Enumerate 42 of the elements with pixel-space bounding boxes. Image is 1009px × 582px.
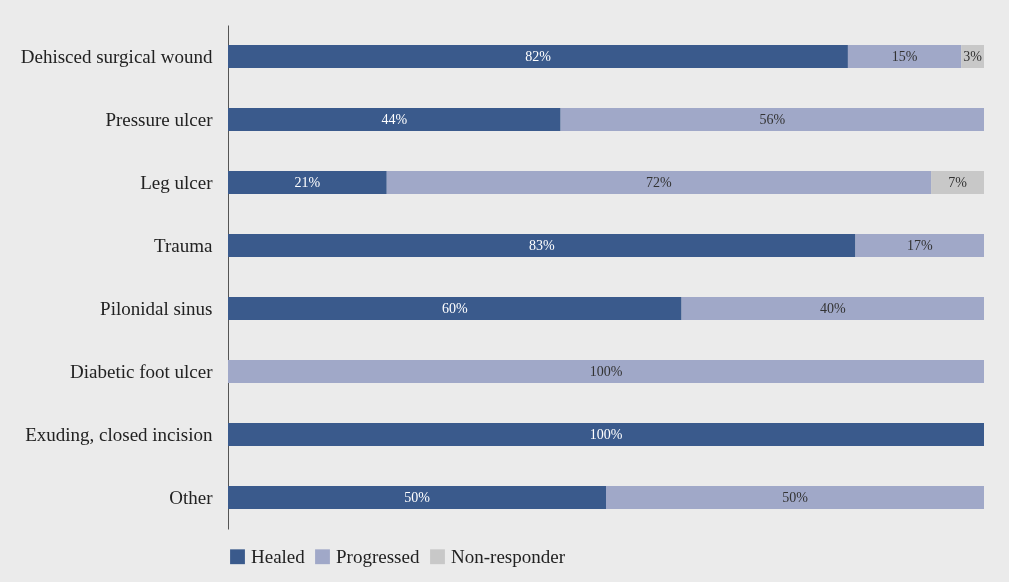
bar bbox=[681, 297, 984, 320]
bar bbox=[847, 45, 962, 68]
data-label: 15% bbox=[891, 48, 918, 64]
y-tick-label: Leg ulcer bbox=[140, 171, 214, 193]
bar bbox=[855, 234, 984, 257]
data-label: 56% bbox=[759, 111, 786, 127]
bar bbox=[228, 423, 984, 446]
legend-label: Progressed bbox=[336, 545, 420, 567]
data-label: 50% bbox=[404, 489, 431, 505]
data-label: 50% bbox=[782, 489, 809, 505]
data-label: 100% bbox=[589, 363, 623, 379]
legend-label: Healed bbox=[251, 545, 306, 567]
data-label: 7% bbox=[948, 174, 968, 190]
legend-label: Non-responder bbox=[451, 545, 566, 567]
data-label: 72% bbox=[646, 174, 673, 190]
y-tick-label: Exuding, closed incision bbox=[25, 423, 213, 445]
bar bbox=[228, 234, 856, 257]
data-label: 100% bbox=[589, 426, 623, 442]
bar bbox=[606, 486, 984, 509]
data-label: 3% bbox=[963, 48, 983, 64]
bar bbox=[228, 360, 984, 383]
y-tick-label: Trauma bbox=[154, 234, 214, 256]
y-tick-label: Dehisced surgical wound bbox=[20, 45, 213, 67]
data-label: 40% bbox=[819, 300, 846, 316]
bar bbox=[228, 45, 848, 68]
bar bbox=[931, 171, 984, 194]
data-label: 21% bbox=[294, 174, 321, 190]
data-label: 60% bbox=[441, 300, 468, 316]
bar bbox=[386, 171, 932, 194]
data-label: 17% bbox=[906, 237, 933, 253]
y-tick-label: Other bbox=[169, 486, 214, 508]
bar bbox=[228, 486, 606, 509]
bar bbox=[228, 108, 561, 131]
y-tick-label: Pressure ulcer bbox=[105, 108, 214, 130]
bar bbox=[560, 108, 984, 131]
y-tick-label: Diabetic foot ulcer bbox=[70, 360, 214, 382]
y-tick-label: Pilonidal sinus bbox=[100, 297, 213, 319]
data-label: 44% bbox=[381, 111, 408, 127]
bar bbox=[228, 297, 682, 320]
data-label: 82% bbox=[525, 48, 552, 64]
bar bbox=[228, 171, 387, 194]
data-label: 83% bbox=[528, 237, 555, 253]
